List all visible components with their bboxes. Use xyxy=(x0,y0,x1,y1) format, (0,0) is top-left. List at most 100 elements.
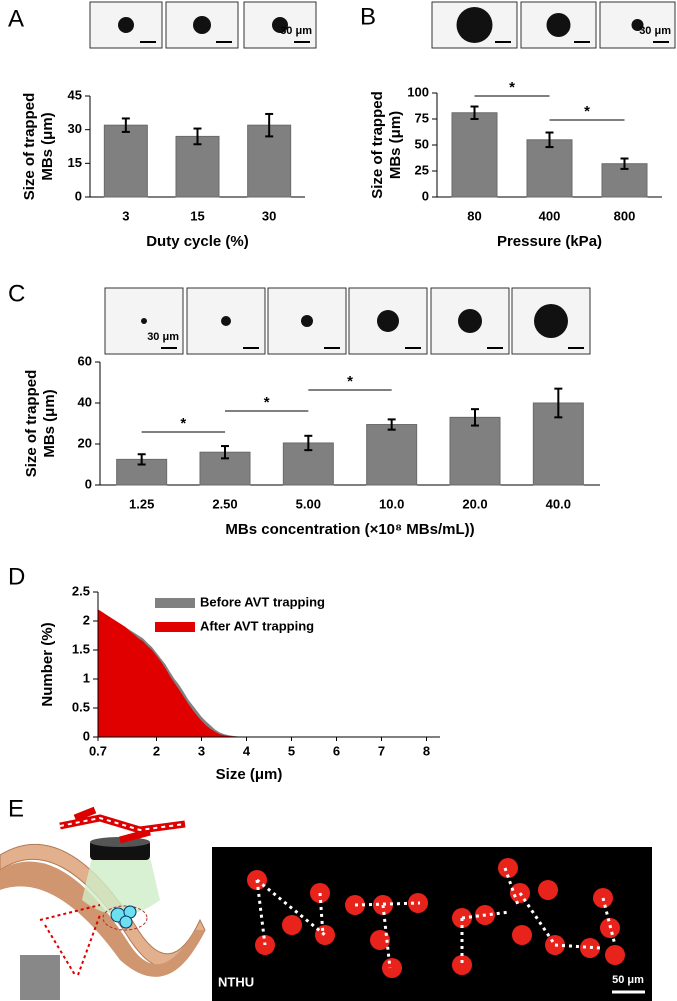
bubble xyxy=(119,915,133,929)
panel-label: E xyxy=(8,795,24,822)
y-axis-label: Size of trapped xyxy=(23,370,40,478)
panel-label: C xyxy=(8,280,25,307)
x-axis-label: MBs concentration (×10⁸ MBs/mL)) xyxy=(225,521,474,538)
trapped-cluster xyxy=(282,915,302,935)
microbubble-cluster xyxy=(118,17,134,33)
y-tick-label: 0 xyxy=(422,188,429,203)
x-axis-label: Duty cycle (%) xyxy=(146,233,249,250)
x-tick-label: 4 xyxy=(243,743,251,758)
trapped-cluster xyxy=(315,925,335,945)
significance-mark: * xyxy=(264,394,270,411)
scale-label: 50 μm xyxy=(612,974,644,986)
y-axis-label: Size of trapped xyxy=(21,93,38,201)
x-tick-label: 2 xyxy=(153,743,160,758)
scale-label: 30 μm xyxy=(639,25,671,37)
y-tick-label: 0 xyxy=(83,728,90,743)
y-tick-label: 25 xyxy=(415,162,429,177)
bar xyxy=(451,112,498,198)
significance-mark: * xyxy=(180,415,186,432)
panel-label: B xyxy=(360,3,376,30)
trough-front xyxy=(0,861,205,977)
x-tick-label: 5.00 xyxy=(296,496,321,511)
y-tick-label: 20 xyxy=(78,435,92,450)
y-tick-label: 30 xyxy=(68,121,82,136)
x-tick-label: 20.0 xyxy=(462,496,487,511)
micrograph-frame xyxy=(430,287,510,355)
x-tick-label: 5 xyxy=(288,743,295,758)
microbubble-cluster xyxy=(534,304,568,338)
y-axis-label: Number (%) xyxy=(39,622,56,706)
vibration-arrows-dash xyxy=(59,816,186,832)
microbubble-cluster xyxy=(221,316,231,326)
x-tick-label: 800 xyxy=(614,208,636,223)
bar xyxy=(366,424,418,486)
y-tick-label: 40 xyxy=(78,394,92,409)
scale-label: 30 μm xyxy=(147,331,179,343)
y-tick-label: 60 xyxy=(78,353,92,368)
y-tick-label: 0 xyxy=(85,476,92,491)
y-tick-label: 15 xyxy=(68,155,82,170)
micrograph-background xyxy=(212,847,652,1001)
x-tick-label: 30 xyxy=(262,208,276,223)
legend-swatch xyxy=(155,622,195,632)
panel-label: D xyxy=(8,563,25,590)
legend-swatch xyxy=(155,598,195,608)
microbubble-cluster xyxy=(377,310,399,332)
x-axis-label: Size (μm) xyxy=(216,766,283,783)
bar xyxy=(449,416,501,486)
y-tick-label: 1 xyxy=(83,670,90,685)
significance-mark: * xyxy=(584,103,590,120)
trapped-cluster xyxy=(605,945,625,965)
y-tick-label: 0 xyxy=(75,188,82,203)
x-tick-label: 6 xyxy=(333,743,340,758)
bar xyxy=(526,139,573,198)
trapping-illustration xyxy=(0,806,206,1000)
significance-mark: * xyxy=(347,373,353,390)
microbubble-cluster xyxy=(272,17,288,33)
x-tick-label: 8 xyxy=(423,743,430,758)
beam xyxy=(82,857,160,915)
x-tick-label: 10.0 xyxy=(379,496,404,511)
y-tick-label: 2.5 xyxy=(72,583,90,598)
trapped-cluster xyxy=(498,858,518,878)
y-tick-label: 100 xyxy=(407,84,429,99)
y-tick-label: 1.5 xyxy=(72,641,90,656)
y-axis-label: MBs (μm) xyxy=(387,111,404,179)
y-axis-label: MBs (μm) xyxy=(41,389,58,457)
microbubble-cluster xyxy=(631,19,644,31)
legend-label: After AVT trapping xyxy=(200,618,314,633)
x-tick-label: 3 xyxy=(198,743,205,758)
trajectory-arrows xyxy=(255,867,617,969)
significance-mark: * xyxy=(509,79,515,96)
x-tick-label: 15 xyxy=(190,208,204,223)
y-tick-label: 50 xyxy=(415,136,429,151)
x-tick-label: 80 xyxy=(467,208,481,223)
legend-label: Before AVT trapping xyxy=(200,594,325,609)
y-axis-label: MBs (μm) xyxy=(39,112,56,180)
y-tick-label: 75 xyxy=(415,110,429,125)
image-label: NTHU xyxy=(218,974,254,989)
y-tick-label: 2 xyxy=(83,612,90,627)
trapped-cluster xyxy=(452,955,472,975)
scale-label: 30 μm xyxy=(280,25,312,37)
panel-label: A xyxy=(8,5,24,32)
trap-zone xyxy=(102,905,148,931)
x-tick-label: 7 xyxy=(378,743,385,758)
microbubble-cluster xyxy=(546,13,571,37)
microbubble-cluster xyxy=(301,315,313,327)
x-tick-label: 0.7 xyxy=(89,743,107,758)
microbubble-cluster xyxy=(458,309,482,333)
bar xyxy=(103,124,148,198)
microbubble-cluster xyxy=(141,318,147,324)
microbubble-cluster xyxy=(456,7,493,43)
x-tick-label: 1.25 xyxy=(129,496,154,511)
stage xyxy=(20,955,60,1000)
y-tick-label: 45 xyxy=(68,87,82,102)
x-tick-label: 40.0 xyxy=(546,496,571,511)
x-tick-label: 2.50 xyxy=(212,496,237,511)
path-arrows xyxy=(39,904,101,976)
x-tick-label: 400 xyxy=(539,208,561,223)
micrograph: NTHU 50 μm xyxy=(212,847,652,1001)
distribution-area xyxy=(98,609,247,737)
